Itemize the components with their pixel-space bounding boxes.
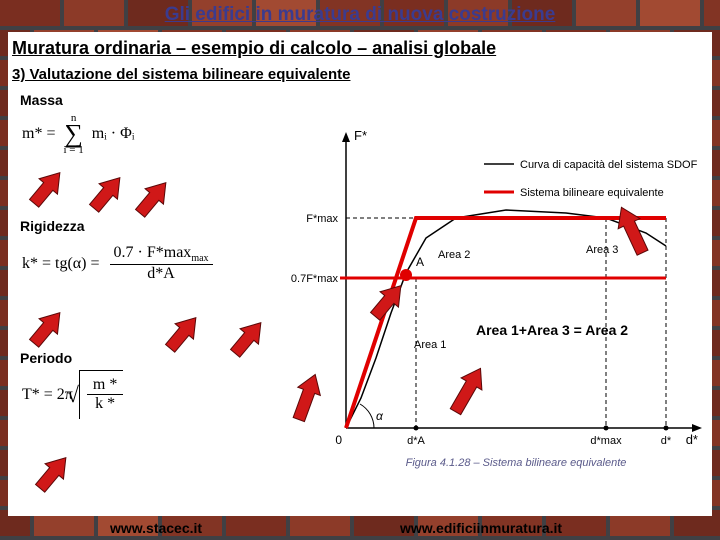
highlight-arrow: [430, 352, 506, 428]
rigidezza-num: 0.7 · F*max: [114, 244, 192, 261]
periodo-num: m *: [87, 376, 123, 395]
svg-text:Area 2: Area 2: [438, 249, 470, 261]
svg-text:d*max: d*max: [590, 435, 622, 447]
svg-text:A: A: [416, 255, 424, 269]
svg-text:Area 1: Area 1: [414, 339, 446, 351]
highlight-arrow: [355, 268, 421, 334]
svg-text:Figura 4.1.28 – Sistema biline: Figura 4.1.28 – Sistema bilineare equiva…: [406, 457, 627, 469]
highlight-arrow: [270, 360, 344, 434]
footer-left: www.stacec.it: [110, 520, 202, 536]
massa-rhs: mᵢ · Φᵢ: [92, 125, 135, 143]
highlight-arrow: [14, 155, 80, 221]
periodo-den: k *: [87, 395, 123, 413]
svg-text:Curva di capacità del sistema: Curva di capacità del sistema SDOF: [520, 159, 698, 171]
massa-lhs: m* =: [22, 125, 55, 143]
svg-text:F*max: F*max: [306, 213, 338, 225]
subtitle: Muratura ordinaria – esempio di calcolo …: [12, 38, 496, 59]
formula-massa: m* = n ∑ i = 1 mᵢ · Φᵢ: [22, 112, 134, 156]
rigidezza-lhs: k* = tg(α) =: [22, 255, 100, 273]
highlight-arrow: [120, 165, 186, 231]
highlight-arrow: [150, 300, 216, 366]
area-equation: Area 1+Area 3 = Area 2: [476, 322, 628, 338]
svg-text:0: 0: [335, 433, 342, 447]
rigidezza-den: d*A: [147, 265, 175, 282]
svg-text:d*: d*: [661, 435, 672, 447]
formula-periodo: T* = 2π √ m * k *: [22, 376, 123, 413]
svg-text:d*A: d*A: [407, 435, 425, 447]
section-heading: 3) Valutazione del sistema bilineare equ…: [12, 66, 350, 83]
page-title: Gli edifici in muratura di nuova costruz…: [0, 4, 720, 26]
label-massa: Massa: [20, 92, 63, 108]
svg-text:d*: d*: [686, 432, 698, 447]
footer-right: www.edificiinmuratura.it: [400, 520, 562, 536]
highlight-arrow: [14, 295, 80, 361]
highlight-arrow: [20, 440, 86, 506]
svg-text:F*: F*: [354, 128, 367, 143]
formula-rigidezza: k* = tg(α) = 0.7 · F*maxmax d*A: [22, 244, 213, 283]
periodo-lhs: T* = 2π: [22, 386, 73, 404]
svg-text:α: α: [376, 409, 384, 423]
svg-text:0.7F*max: 0.7F*max: [291, 273, 339, 285]
highlight-arrow: [594, 192, 670, 268]
